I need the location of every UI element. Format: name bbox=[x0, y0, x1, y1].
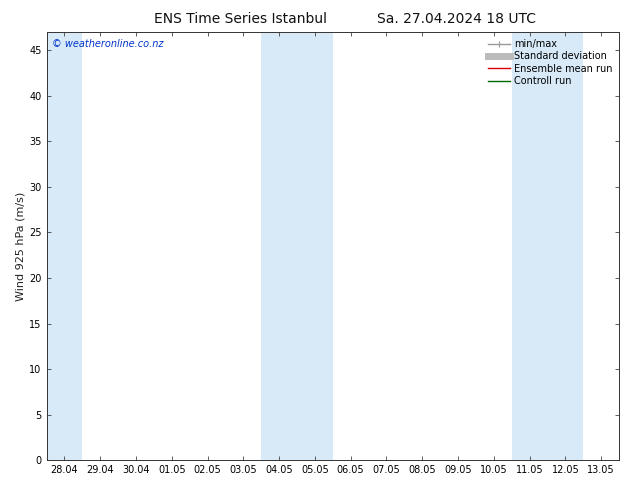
Bar bbox=[46, 32, 82, 460]
Text: Sa. 27.04.2024 18 UTC: Sa. 27.04.2024 18 UTC bbox=[377, 12, 536, 26]
Legend: min/max, Standard deviation, Ensemble mean run, Controll run: min/max, Standard deviation, Ensemble me… bbox=[486, 37, 614, 88]
Bar bbox=[261, 32, 333, 460]
Text: © weatheronline.co.nz: © weatheronline.co.nz bbox=[52, 39, 164, 49]
Bar bbox=[512, 32, 583, 460]
Text: ENS Time Series Istanbul: ENS Time Series Istanbul bbox=[155, 12, 327, 26]
Y-axis label: Wind 925 hPa (m/s): Wind 925 hPa (m/s) bbox=[15, 192, 25, 301]
